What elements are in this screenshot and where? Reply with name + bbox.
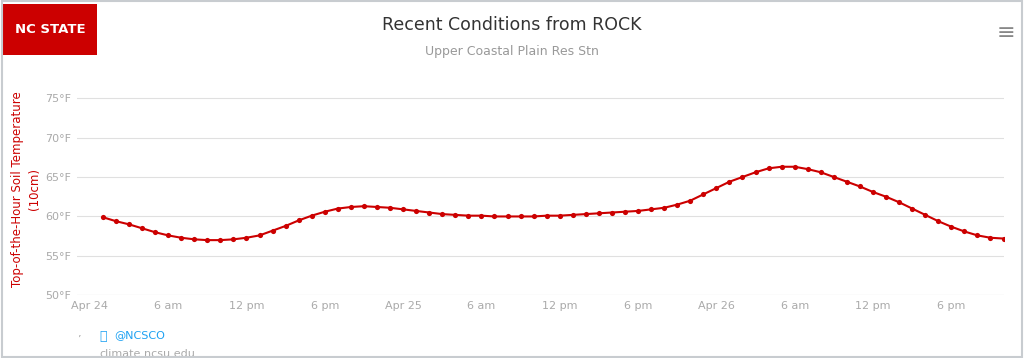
Point [512, 214, 528, 219]
Point [878, 194, 894, 200]
Text: ≡: ≡ [996, 23, 1015, 43]
Text: ’: ’ [77, 335, 80, 345]
Point [839, 179, 855, 185]
Point [94, 214, 111, 220]
Y-axis label: Top-of-the-Hour Soil Temperature
(10cm): Top-of-the-Hour Soil Temperature (10cm) [11, 91, 41, 287]
Text: Recent Conditions from ROCK: Recent Conditions from ROCK [382, 16, 642, 34]
Point [800, 166, 816, 172]
Point [239, 235, 255, 241]
Point [1009, 235, 1024, 241]
Text: @NCSCO: @NCSCO [115, 330, 166, 340]
Point [121, 222, 137, 227]
Point [264, 228, 281, 233]
Point [500, 214, 516, 219]
Point [291, 218, 307, 223]
Point [748, 169, 764, 175]
Point [643, 207, 659, 212]
Point [160, 233, 176, 238]
Point [173, 235, 189, 241]
Point [460, 213, 476, 218]
Point [891, 199, 907, 205]
Point [852, 184, 868, 189]
Point [146, 229, 163, 235]
Point [904, 206, 921, 212]
Point [539, 213, 555, 218]
Point [825, 174, 842, 180]
Point [786, 164, 803, 170]
Point [865, 189, 882, 195]
Point [813, 169, 829, 175]
Text: climate.ncsu.edu: climate.ncsu.edu [99, 349, 196, 358]
Point [434, 211, 451, 217]
Point [943, 224, 959, 229]
Point [369, 204, 385, 210]
Point [421, 210, 437, 216]
Point [225, 237, 242, 242]
Point [761, 165, 777, 171]
Point [709, 185, 725, 191]
Point [303, 213, 319, 218]
Point [330, 206, 346, 212]
Point [343, 204, 359, 210]
Point [734, 174, 751, 180]
Point [970, 233, 986, 238]
Point [108, 218, 124, 224]
Point [930, 218, 946, 224]
Text: NC STATE: NC STATE [15, 23, 85, 36]
Text: :  [99, 330, 106, 343]
Point [630, 208, 646, 214]
Point [382, 205, 398, 211]
Point [616, 209, 633, 214]
Point [695, 192, 712, 197]
Point [591, 211, 607, 216]
Point [995, 236, 1012, 241]
Point [212, 237, 228, 243]
Point [395, 207, 412, 212]
Point [486, 214, 503, 219]
Point [316, 209, 333, 214]
Text: Upper Coastal Plain Res Stn: Upper Coastal Plain Res Stn [425, 45, 599, 58]
Point [956, 228, 973, 234]
Point [525, 214, 542, 219]
Point [682, 198, 698, 204]
Point [199, 237, 215, 243]
Point [773, 164, 790, 170]
Point [251, 233, 267, 238]
Point [408, 208, 424, 214]
Point [578, 211, 594, 217]
Point [918, 212, 934, 218]
Point [604, 210, 621, 216]
Point [721, 179, 737, 185]
Point [447, 212, 464, 218]
Point [1021, 233, 1024, 239]
Point [186, 237, 203, 242]
Point [278, 223, 294, 229]
Point [552, 213, 568, 218]
Point [982, 235, 998, 241]
Point [669, 202, 685, 208]
Point [564, 212, 581, 218]
Point [355, 203, 372, 209]
Point [473, 213, 489, 218]
Point [134, 226, 151, 231]
Point [656, 205, 673, 211]
